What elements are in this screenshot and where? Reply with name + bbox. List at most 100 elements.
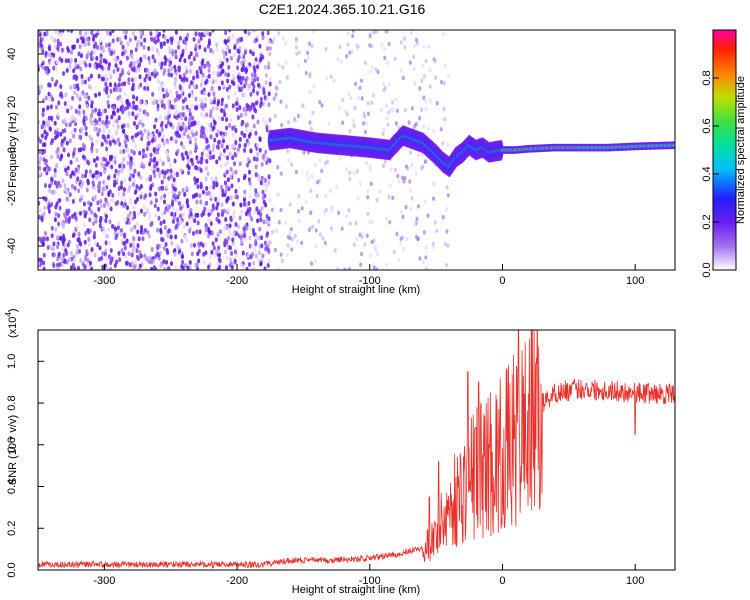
spectrogram-noise-blob: [208, 113, 212, 119]
spectrogram-noise-blob: [47, 115, 51, 121]
spectrogram-noise-blob: [106, 93, 110, 99]
spectrogram-faint-blob: [396, 125, 400, 130]
spectrogram-noise-blob: [154, 191, 158, 197]
spectrogram-noise-blob: [62, 147, 66, 153]
spectrogram-noise-blob: [169, 261, 173, 267]
spectrogram-noise-blob: [111, 30, 115, 34]
spectrogram-noise-blob: [71, 170, 75, 176]
spectrogram-faint-blob: [357, 95, 361, 101]
spectrogram-noise-blob: [45, 30, 49, 34]
spectrogram-noise-blob: [90, 103, 94, 109]
spectrogram-noise-blob: [50, 115, 54, 121]
spectrogram-faint-blob: [422, 95, 426, 100]
spectrogram-noise-blob: [143, 85, 147, 91]
snr-x-label: Height of straight line (km): [292, 584, 420, 596]
spectrogram-noise-blob: [159, 221, 163, 226]
spectrogram-noise-blob: [152, 158, 156, 164]
spectrogram-noise-blob: [104, 214, 108, 219]
spectrogram-noise-blob: [56, 244, 60, 250]
spectrogram-noise-blob: [106, 227, 110, 233]
spectrogram-noise-blob: [226, 195, 230, 201]
spectrogram-noise-blob: [216, 249, 220, 255]
spectrogram-noise-blob: [243, 201, 247, 207]
spectrogram-faint-blob: [444, 63, 448, 69]
spectrogram-noise-blob: [139, 118, 143, 124]
spectrogram-noise-blob: [142, 54, 146, 60]
spectrogram-faint-blob: [422, 124, 426, 129]
spectrogram-noise-blob: [118, 37, 122, 42]
spectrogram-faint-blob: [284, 104, 288, 109]
spectrogram-noise-blob: [248, 235, 252, 241]
spectrogram-faint-blob: [279, 99, 283, 104]
spectrogram-noise-blob: [149, 152, 153, 158]
spectrogram-faint-blob: [303, 58, 307, 64]
spectrogram-noise-blob: [140, 225, 144, 230]
spectrogram-noise-blob: [90, 148, 94, 154]
spectrogram-faint-blob: [423, 199, 427, 205]
spectrogram-noise-blob: [166, 139, 170, 145]
spectrogram-noise-blob: [178, 191, 182, 196]
spectrogram-noise-blob: [253, 77, 257, 83]
spectrogram-faint-blob: [312, 84, 316, 89]
spectrogram-faint-blob: [280, 122, 284, 128]
spectrogram-noise-blob: [39, 156, 43, 161]
spectrogram-faint-blob: [348, 50, 352, 55]
spectrogram-noise-blob: [39, 139, 43, 144]
spectrogram-noise-blob: [224, 162, 228, 168]
spectrogram-faint-blob: [352, 123, 356, 128]
spectrogram-faint-blob: [393, 56, 397, 62]
spectrogram-noise-blob: [183, 234, 187, 240]
spectrogram-noise-blob: [209, 134, 213, 140]
spectrogram-noise-blob: [190, 128, 194, 134]
spectrogram-noise-blob: [243, 143, 247, 148]
spectrogram-noise-blob: [90, 247, 94, 252]
spectrogram-noise-blob: [252, 88, 256, 94]
spectrogram-noise-blob: [195, 229, 199, 235]
spectrogram-noise-blob: [72, 75, 76, 80]
spectrogram-noise-blob: [113, 159, 117, 165]
spectrogram-noise-blob: [258, 43, 262, 49]
spectrogram-noise-blob: [68, 192, 72, 198]
spectrogram-noise-blob: [268, 81, 272, 87]
spectrogram-noise-blob: [232, 214, 236, 220]
spectrogram-noise-blob: [97, 256, 101, 262]
spectrogram-noise-blob: [181, 105, 185, 111]
spectrogram-noise-blob: [214, 78, 218, 84]
spectrogram-noise-blob: [197, 156, 201, 162]
spectrogram-faint-blob: [274, 92, 278, 97]
spectrogram-noise-blob: [91, 180, 95, 186]
spectrogram-noise-blob: [146, 207, 150, 213]
spectrogram-faint-blob: [308, 89, 312, 94]
spectrogram-noise-blob: [240, 130, 244, 136]
spectrogram-noise-blob: [133, 224, 137, 230]
spectrogram-faint-blob: [368, 33, 372, 39]
spectrogram-noise-blob: [43, 183, 47, 188]
spectrogram-noise-blob: [105, 115, 109, 120]
spectrogram-noise-blob: [137, 236, 141, 242]
spectrogram-noise-blob: [155, 128, 159, 134]
spectrogram-noise-blob: [160, 127, 164, 133]
snr-y-label: SNR (10 * v/v): [7, 415, 19, 485]
colorbar-label: Normalized spectral amplitude: [735, 76, 747, 224]
colorbar-tick-label: 0.8: [701, 70, 713, 85]
spectrogram-faint-blob: [353, 105, 357, 110]
spectrogram-noise-blob: [135, 124, 139, 130]
spectrogram-noise-blob: [119, 228, 123, 233]
spectrogram-faint-blob: [337, 106, 341, 111]
spectrogram-faint-blob: [277, 62, 281, 67]
spectrogram-noise-blob: [42, 236, 46, 242]
spectrogram-noise-blob: [77, 188, 81, 194]
spectrogram-noise-blob: [130, 252, 134, 258]
spectrogram-noise-blob: [262, 181, 266, 187]
spectrogram-faint-blob: [395, 231, 399, 237]
spectrogram-noise-blob: [74, 57, 78, 63]
spectrogram-noise-blob: [211, 49, 215, 55]
spectrogram-x-tick-label: 0: [499, 275, 505, 287]
spectrogram-faint-blob: [412, 125, 416, 130]
spectrogram-noise-blob: [152, 265, 156, 270]
spectrogram-noise-blob: [130, 148, 134, 154]
spectrogram-faint-blob: [314, 259, 318, 264]
spectrogram-noise-blob: [65, 68, 69, 73]
spectrogram-noise-blob: [166, 120, 170, 125]
spectrogram-noise-blob: [70, 256, 74, 262]
